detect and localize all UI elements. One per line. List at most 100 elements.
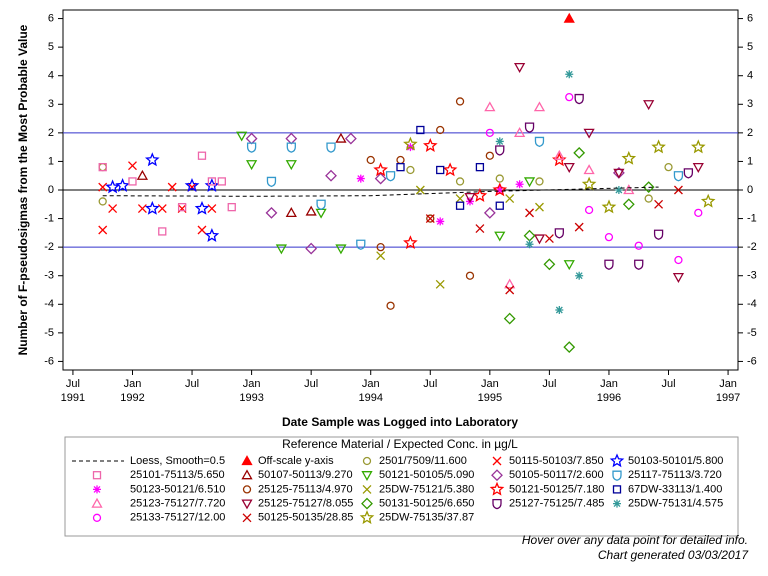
legend-swatch: [92, 471, 102, 480]
legend-swatch: [609, 453, 625, 468]
loess-line: [102, 186, 659, 197]
data-point: [653, 229, 664, 240]
data-point: [285, 132, 298, 145]
data-point: [483, 206, 496, 219]
data-point: [464, 192, 476, 203]
data-point: [692, 162, 704, 173]
legend-swatch: [492, 498, 502, 510]
data-point: [583, 128, 595, 139]
legend-label: 25125-75113/4.970: [258, 483, 353, 495]
data-point: [98, 197, 107, 206]
data-point: [643, 100, 655, 111]
data-point: [554, 228, 564, 239]
data-point: [158, 227, 167, 236]
y-axis-label: Number of F-pseudosigmas from the Most P…: [16, 24, 30, 355]
y-tick-label: -2: [747, 241, 757, 253]
data-point: [690, 139, 706, 154]
data-point: [374, 172, 387, 185]
legend-swatch: [491, 469, 503, 482]
data-point: [435, 279, 445, 289]
legend-swatch: [359, 510, 375, 525]
data-point: [335, 244, 347, 255]
data-point: [700, 193, 716, 208]
data-point: [623, 184, 635, 195]
legend-label: 25133-75127/12.00: [130, 512, 225, 524]
data-point: [396, 155, 405, 165]
x-tick-label: Jan: [600, 378, 618, 390]
data-point: [157, 204, 167, 214]
data-point: [674, 255, 683, 265]
data-point: [426, 214, 435, 223]
data-point: [194, 200, 210, 215]
y-tick-label: 3: [48, 98, 54, 110]
data-point: [275, 244, 287, 255]
footnote: Hover over any data point for detailed i…: [522, 533, 748, 547]
x-year-label: 1993: [239, 392, 263, 404]
data-point: [472, 188, 488, 202]
data-point: [442, 162, 458, 177]
legend-swatch: [613, 499, 621, 508]
y-tick-label: 6: [747, 12, 753, 24]
legend-label: 25127-75125/7.485: [509, 498, 604, 510]
legend-label: 50121-50105/5.090: [379, 469, 474, 481]
data-point: [683, 168, 694, 179]
data-point: [207, 177, 217, 186]
data-point: [495, 145, 505, 156]
data-point: [326, 142, 336, 153]
data-point: [535, 202, 544, 212]
data-point: [455, 97, 465, 106]
data-point: [524, 122, 535, 133]
data-point: [505, 194, 515, 204]
legend-label: 25DW-75135/37.87: [379, 512, 474, 524]
data-point: [495, 186, 504, 194]
legend-swatch: [492, 456, 502, 466]
data-point: [403, 235, 418, 250]
data-point: [335, 132, 347, 143]
data-point: [245, 132, 258, 145]
data-point: [525, 208, 535, 218]
x-year-label: 1994: [358, 392, 382, 404]
data-point: [204, 228, 220, 242]
data-point: [425, 214, 435, 224]
legend-swatch: [612, 485, 622, 494]
data-point: [514, 127, 526, 138]
data-point: [204, 178, 220, 192]
data-point: [373, 162, 389, 177]
data-point: [356, 239, 366, 250]
legend-swatch: [489, 481, 505, 496]
data-point: [286, 142, 296, 153]
legend-label: 25DW-75131/4.575: [628, 498, 723, 510]
data-point: [525, 240, 534, 249]
data-point: [285, 160, 297, 171]
data-point: [614, 186, 623, 194]
legend-label: 25101-75113/5.650: [130, 469, 225, 481]
legend-label: 50115-50103/7.850: [509, 455, 604, 467]
data-point: [465, 271, 475, 280]
data-point: [108, 204, 118, 214]
x-year-label: 1992: [120, 392, 144, 404]
data-point: [672, 272, 685, 283]
data-point: [177, 202, 187, 212]
data-point: [574, 93, 584, 105]
data-point: [495, 174, 504, 183]
data-point: [574, 222, 584, 232]
legend-box: [64, 436, 739, 537]
data-point: [227, 202, 236, 212]
data-point: [535, 177, 544, 186]
data-point: [436, 125, 445, 135]
data-point: [613, 168, 625, 179]
data-point: [563, 260, 575, 271]
x-tick-label: Jul: [423, 378, 437, 390]
data-point: [98, 182, 108, 192]
data-point: [694, 208, 703, 218]
x-tick-label: Jan: [124, 378, 142, 390]
data-point: [455, 177, 465, 186]
y-tick-label: 3: [747, 98, 753, 110]
legend-swatch: [242, 513, 252, 523]
legend-label: 50105-50117/2.600: [509, 469, 604, 481]
data-point: [584, 205, 594, 215]
data-point: [664, 162, 673, 172]
data-point: [285, 207, 297, 218]
x-tick-label: Jul: [66, 378, 80, 390]
data-point: [184, 177, 200, 193]
